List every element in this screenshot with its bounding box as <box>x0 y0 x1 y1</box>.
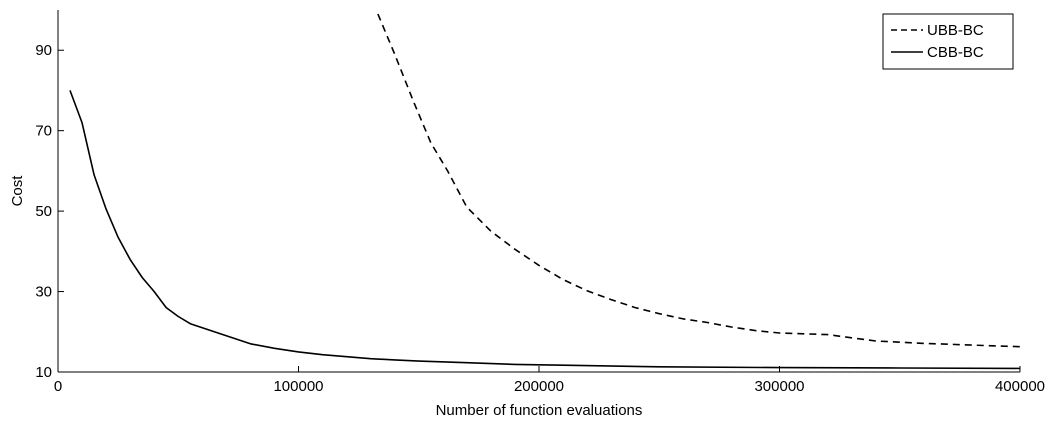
legend-label-ubb-bc: UBB-BC <box>927 22 984 39</box>
legend-box <box>882 13 1014 70</box>
x-axis-title: Number of function evaluations <box>436 402 643 419</box>
legend: UBB-BC CBB-BC <box>882 13 1014 70</box>
y-tick-label: 30 <box>35 284 52 301</box>
plot-background <box>58 10 1020 372</box>
axes-layer: 0 100000 200000 300000 400000 10 30 50 70 90 <box>35 10 1045 395</box>
y-axis-title: Cost <box>9 175 26 207</box>
y-tick-label: 50 <box>35 203 52 220</box>
series-line-ubb-bc <box>377 13 1021 348</box>
x-tick-label: 100000 <box>273 378 323 395</box>
series-layer <box>69 13 1021 370</box>
x-tick-label: 0 <box>54 378 62 395</box>
plot-area <box>58 10 1020 372</box>
x-tick-label: 200000 <box>514 378 564 395</box>
series-line-cbb-bc <box>69 90 1021 370</box>
legend-label-cbb-bc: CBB-BC <box>927 44 984 61</box>
x-tick-label: 400000 <box>995 378 1045 395</box>
x-tick-label: 300000 <box>754 378 804 395</box>
y-tick-label: 10 <box>35 364 52 381</box>
y-tick-label: 90 <box>35 42 52 59</box>
y-tick-label: 70 <box>35 123 52 140</box>
